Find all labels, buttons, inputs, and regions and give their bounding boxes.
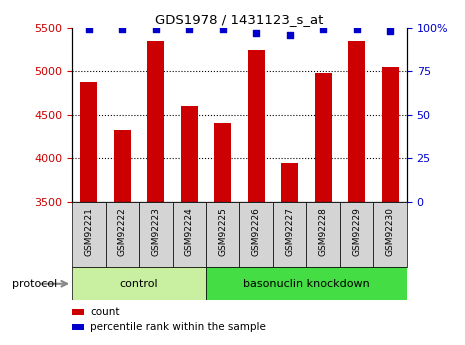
Bar — [106, 202, 139, 267]
Text: GSM92226: GSM92226 — [252, 207, 261, 256]
Text: count: count — [91, 307, 120, 317]
Bar — [373, 202, 407, 267]
Text: percentile rank within the sample: percentile rank within the sample — [91, 322, 266, 332]
Bar — [248, 50, 265, 345]
Bar — [181, 106, 198, 345]
Point — [186, 27, 193, 32]
Text: GSM92224: GSM92224 — [185, 207, 194, 256]
Bar — [114, 130, 131, 345]
Text: GSM92228: GSM92228 — [319, 207, 328, 256]
Text: GSM92230: GSM92230 — [385, 207, 395, 256]
Bar — [315, 73, 332, 345]
Text: GSM92223: GSM92223 — [151, 207, 160, 256]
Text: protocol: protocol — [12, 279, 57, 289]
Bar — [206, 202, 239, 267]
Bar — [72, 267, 206, 300]
Text: basonuclin knockdown: basonuclin knockdown — [243, 279, 370, 289]
Point — [119, 27, 126, 32]
Bar — [72, 202, 106, 267]
Bar — [306, 202, 340, 267]
Point — [219, 27, 226, 32]
Point — [286, 32, 293, 37]
Bar — [206, 267, 407, 300]
Text: GSM92225: GSM92225 — [218, 207, 227, 256]
Bar — [239, 202, 273, 267]
Text: GSM92229: GSM92229 — [352, 207, 361, 256]
Bar — [281, 162, 298, 345]
Bar — [382, 67, 399, 345]
Point — [85, 27, 93, 32]
Point — [386, 28, 394, 34]
Point — [353, 27, 360, 32]
Point — [252, 30, 260, 36]
Bar — [273, 202, 306, 267]
Bar — [348, 41, 365, 345]
Title: GDS1978 / 1431123_s_at: GDS1978 / 1431123_s_at — [155, 13, 324, 27]
Bar — [80, 82, 97, 345]
Text: GSM92222: GSM92222 — [118, 207, 127, 256]
Bar — [340, 202, 373, 267]
Bar — [139, 202, 173, 267]
Bar — [72, 309, 84, 315]
Bar — [214, 124, 231, 345]
Text: control: control — [120, 279, 159, 289]
Bar — [147, 41, 164, 345]
Bar — [173, 202, 206, 267]
Point — [152, 27, 159, 32]
Point — [319, 27, 327, 32]
Bar — [72, 324, 84, 331]
Text: GSM92227: GSM92227 — [285, 207, 294, 256]
Text: GSM92221: GSM92221 — [84, 207, 93, 256]
